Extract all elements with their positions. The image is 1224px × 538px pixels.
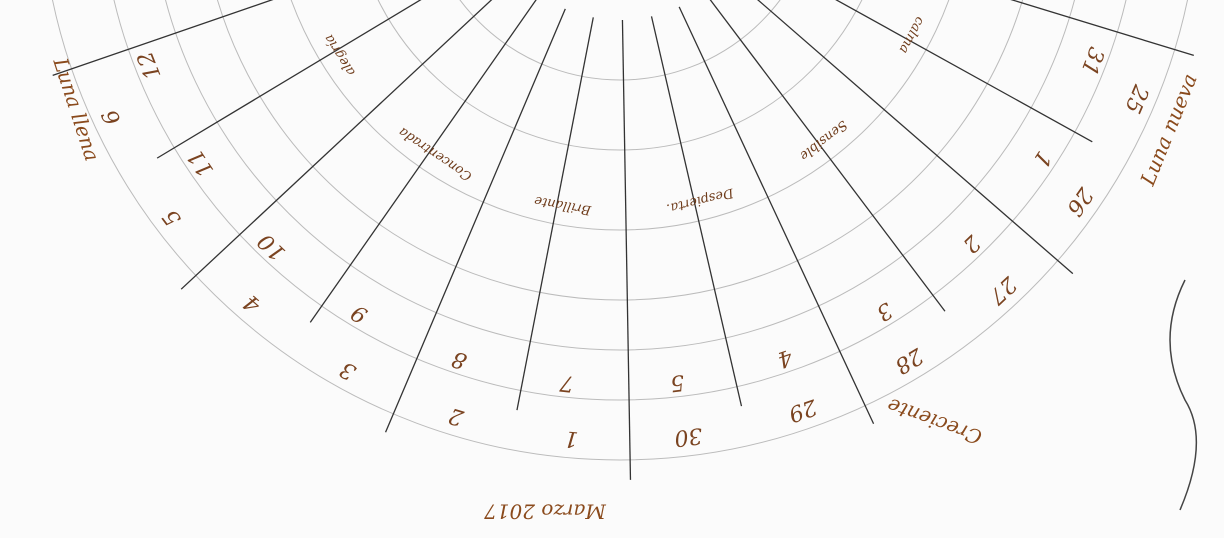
radial-line: [52, 0, 274, 76]
radial-line: [516, 17, 594, 411]
outer-day: 1: [563, 425, 579, 451]
ring-arc: [52, 0, 1188, 461]
radial-line: [621, 19, 632, 480]
pencil-scribble: [1169, 279, 1198, 511]
ring-arc: [290, 0, 950, 231]
radial-line: [709, 0, 946, 312]
radial-line: [678, 6, 875, 425]
ring-arc: [459, 0, 781, 81]
outer-day: 2: [446, 402, 468, 430]
radial-line: [384, 8, 566, 433]
outer-day: 30: [673, 422, 704, 450]
ring-arc: [377, 0, 863, 151]
radial-line: [156, 0, 422, 159]
inner-day: 5: [669, 369, 686, 395]
ring-arc: [113, 0, 1127, 401]
ring-arc: [216, 0, 1024, 301]
radial-line: [309, 0, 537, 323]
radial-line: [1010, 0, 1194, 57]
radial-line: [650, 16, 743, 407]
radial-line: [180, 0, 493, 290]
radial-line: [835, 0, 1093, 143]
ring-arc: [165, 0, 1075, 351]
radial-line: [757, 0, 1074, 275]
month-title: Marzo 2017: [484, 500, 607, 524]
inner-day: 7: [559, 370, 576, 396]
